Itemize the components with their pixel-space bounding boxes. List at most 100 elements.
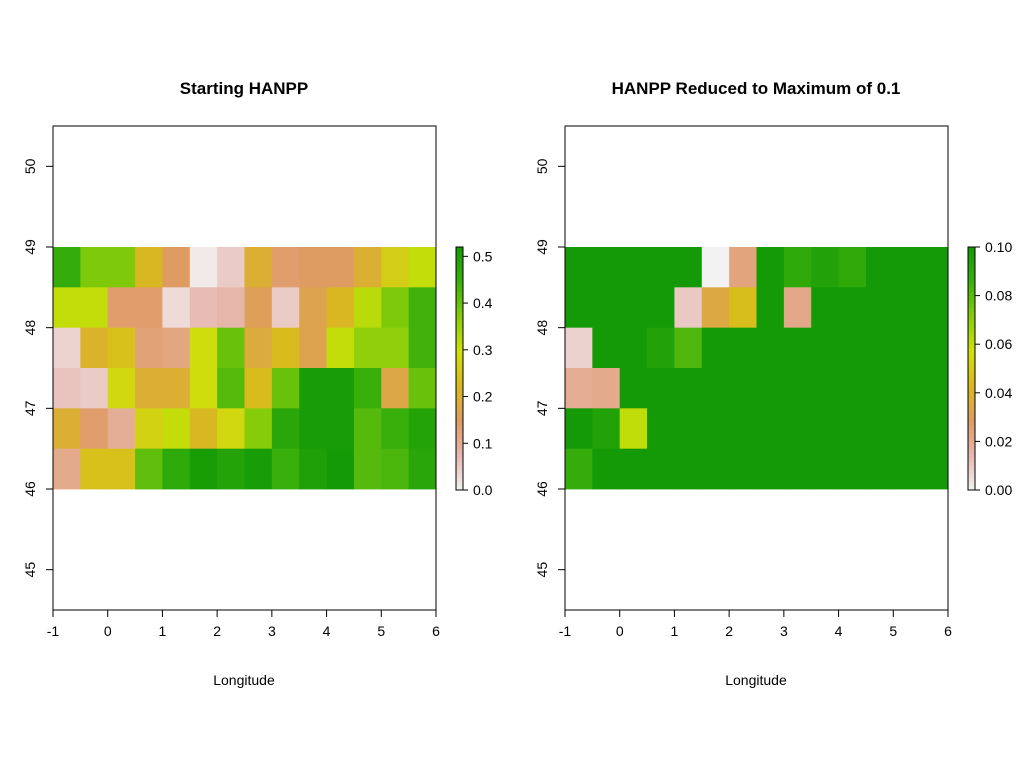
legend-swatch bbox=[456, 449, 463, 454]
heatmap-cell bbox=[244, 327, 273, 369]
legend-swatch bbox=[456, 445, 463, 450]
legend-swatch bbox=[968, 409, 975, 414]
heatmap-cell bbox=[381, 408, 410, 450]
legend-swatch bbox=[456, 425, 463, 430]
legend-swatch bbox=[456, 323, 463, 329]
panel-reduced-hanpp: HANPP Reduced to Maximum of 0.1 -1 0 1 2 3 4 5… bbox=[534, 79, 1012, 688]
heatmap-cell bbox=[647, 327, 675, 369]
heatmap-cell bbox=[299, 287, 327, 329]
heatmap-cell bbox=[326, 408, 355, 450]
legend-tick-label: 0.0 bbox=[473, 482, 493, 498]
y-tick-label: 45 bbox=[534, 562, 550, 578]
heatmap-cell bbox=[162, 408, 191, 450]
legend-tick-label: 0.06 bbox=[985, 336, 1012, 352]
legend-swatch bbox=[456, 271, 463, 276]
legend-swatch bbox=[968, 441, 975, 446]
heatmap-cell bbox=[865, 327, 894, 369]
heatmap-cell bbox=[619, 247, 648, 288]
legend-swatch bbox=[968, 404, 975, 410]
heatmap-cell bbox=[701, 327, 730, 369]
legend-swatch bbox=[456, 295, 463, 301]
legend-swatch bbox=[456, 404, 463, 410]
legend-swatch bbox=[968, 360, 975, 365]
heatmap-cell bbox=[80, 287, 109, 329]
heatmap-cell bbox=[701, 247, 730, 288]
heatmap-cell bbox=[674, 408, 703, 450]
heatmap-cell bbox=[244, 448, 273, 490]
legend-swatch bbox=[456, 291, 463, 296]
legend-swatch bbox=[456, 255, 463, 260]
heatmap-cell bbox=[920, 287, 949, 329]
legend-swatch bbox=[968, 421, 975, 426]
x-tick-label: -1 bbox=[47, 623, 60, 639]
x-tick-label: 5 bbox=[889, 623, 897, 639]
y-tick-label: 47 bbox=[534, 400, 550, 416]
legend-swatch bbox=[968, 372, 975, 377]
heatmap-cell bbox=[811, 448, 839, 490]
legend-swatch bbox=[968, 259, 975, 264]
legend-swatch bbox=[968, 469, 975, 475]
heatmap-cell bbox=[326, 448, 355, 490]
heatmap-cell bbox=[893, 327, 922, 369]
heatmap-cell bbox=[865, 368, 894, 409]
heatmap-cell bbox=[729, 247, 757, 288]
legend-swatch bbox=[968, 299, 975, 305]
legend-swatch bbox=[968, 323, 975, 329]
heatmap-cells bbox=[565, 247, 949, 490]
chart-title: Starting HANPP bbox=[180, 79, 308, 98]
heatmap-cell bbox=[408, 448, 437, 490]
y-tick-label: 46 bbox=[22, 481, 38, 497]
heatmap-cell bbox=[53, 408, 81, 450]
legend-swatch bbox=[456, 299, 463, 305]
legend-swatch bbox=[968, 433, 975, 438]
x-tick-label: 1 bbox=[671, 623, 679, 639]
legend-frame bbox=[967, 246, 976, 491]
heatmap-cell bbox=[865, 247, 894, 288]
heatmap-cell bbox=[135, 368, 163, 409]
heatmap-cell bbox=[565, 408, 593, 450]
heatmap-cell bbox=[381, 287, 410, 329]
heatmap-cell bbox=[865, 408, 894, 450]
legend-swatch bbox=[456, 392, 463, 398]
heatmap-cell bbox=[53, 448, 81, 490]
heatmap-cell bbox=[353, 408, 382, 450]
heatmap-cell bbox=[271, 448, 300, 490]
legend-swatch bbox=[968, 352, 975, 357]
heatmap-cell bbox=[381, 327, 410, 369]
legend-swatch bbox=[968, 481, 975, 487]
legend-swatch bbox=[456, 328, 463, 333]
heatmap-cell bbox=[326, 287, 355, 329]
heatmap-cell bbox=[811, 247, 839, 288]
heatmap-cell bbox=[53, 327, 81, 369]
legend-swatch bbox=[456, 247, 463, 252]
legend-swatch bbox=[456, 477, 463, 483]
heatmap-cell bbox=[244, 287, 273, 329]
legend-swatch bbox=[968, 315, 975, 321]
legend-swatch bbox=[456, 251, 463, 256]
legend-swatch bbox=[968, 368, 975, 373]
heatmap-cell bbox=[189, 368, 218, 409]
heatmap-cell bbox=[647, 247, 675, 288]
heatmap-cell bbox=[408, 287, 437, 329]
legend-swatch bbox=[456, 453, 463, 458]
heatmap-cell bbox=[135, 327, 163, 369]
heatmap-cell bbox=[674, 247, 703, 288]
heatmap-cell bbox=[381, 247, 410, 288]
legend-swatch bbox=[968, 396, 975, 402]
heatmap-cell bbox=[783, 287, 812, 329]
legend-swatch bbox=[456, 332, 463, 337]
heatmap-cell bbox=[592, 247, 621, 288]
legend-tick-label: 0.10 bbox=[985, 239, 1012, 255]
legend-swatch bbox=[968, 303, 975, 309]
heatmap-cell bbox=[729, 287, 757, 329]
y-tick-label: 49 bbox=[22, 239, 38, 255]
heatmap-cell bbox=[701, 368, 730, 409]
legend-tick-label: 0.5 bbox=[473, 248, 493, 264]
heatmap-cell bbox=[701, 408, 730, 450]
heatmap-cell bbox=[783, 408, 812, 450]
heatmap-cell bbox=[381, 448, 410, 490]
legend-swatch bbox=[456, 267, 463, 272]
heatmap-cell bbox=[893, 287, 922, 329]
